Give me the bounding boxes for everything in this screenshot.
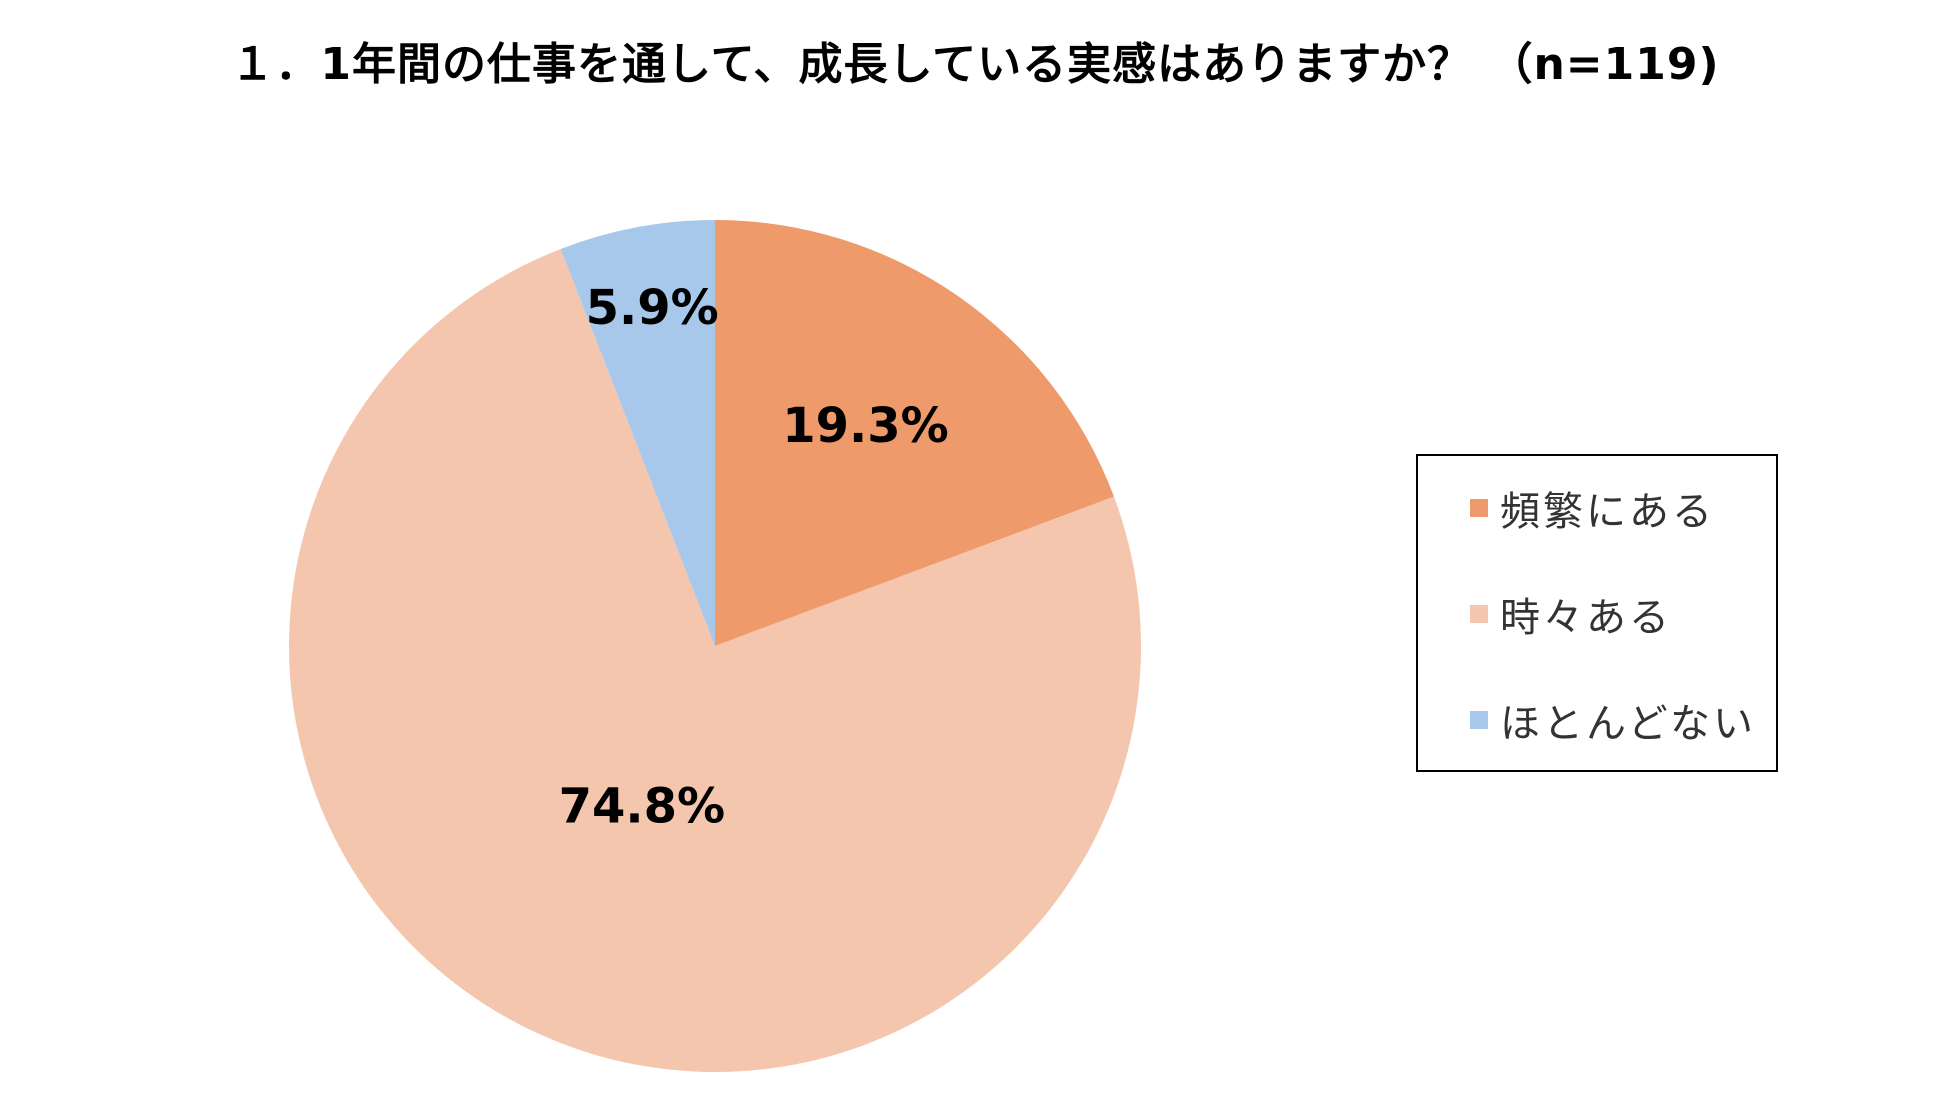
legend-item-rarely: ほとんどない xyxy=(1470,696,1756,747)
legend-item-sometimes: 時々ある xyxy=(1470,590,1672,641)
pie-slice-rarely xyxy=(560,220,715,646)
pie-slice-sometimes xyxy=(288,248,1141,1072)
legend: 頻繁にある 時々ある ほとんどない xyxy=(1416,454,1778,772)
legend-item-frequent: 頻繁にある xyxy=(1470,484,1715,535)
legend-label-sometimes: 時々ある xyxy=(1500,595,1672,641)
legend-swatch-sometimes xyxy=(1470,605,1488,623)
data-label-rarely: 5.9% xyxy=(586,280,719,336)
legend-swatch-rarely xyxy=(1470,711,1488,729)
chart-title: １．1年間の仕事を通して、成長している実感はありますか？ （n=119) xyxy=(230,39,1720,90)
pie-data-labels: 19.3% 74.8% 5.9% xyxy=(559,280,949,834)
pie-slice-frequent xyxy=(715,220,1114,646)
legend-label-rarely: ほとんどない xyxy=(1500,701,1756,747)
data-label-frequent: 19.3% xyxy=(782,398,949,454)
legend-label-frequent: 頻繁にある xyxy=(1500,489,1715,535)
legend-swatch-frequent xyxy=(1470,499,1488,517)
data-label-sometimes: 74.8% xyxy=(559,778,726,834)
pie-slices xyxy=(288,220,1141,1072)
